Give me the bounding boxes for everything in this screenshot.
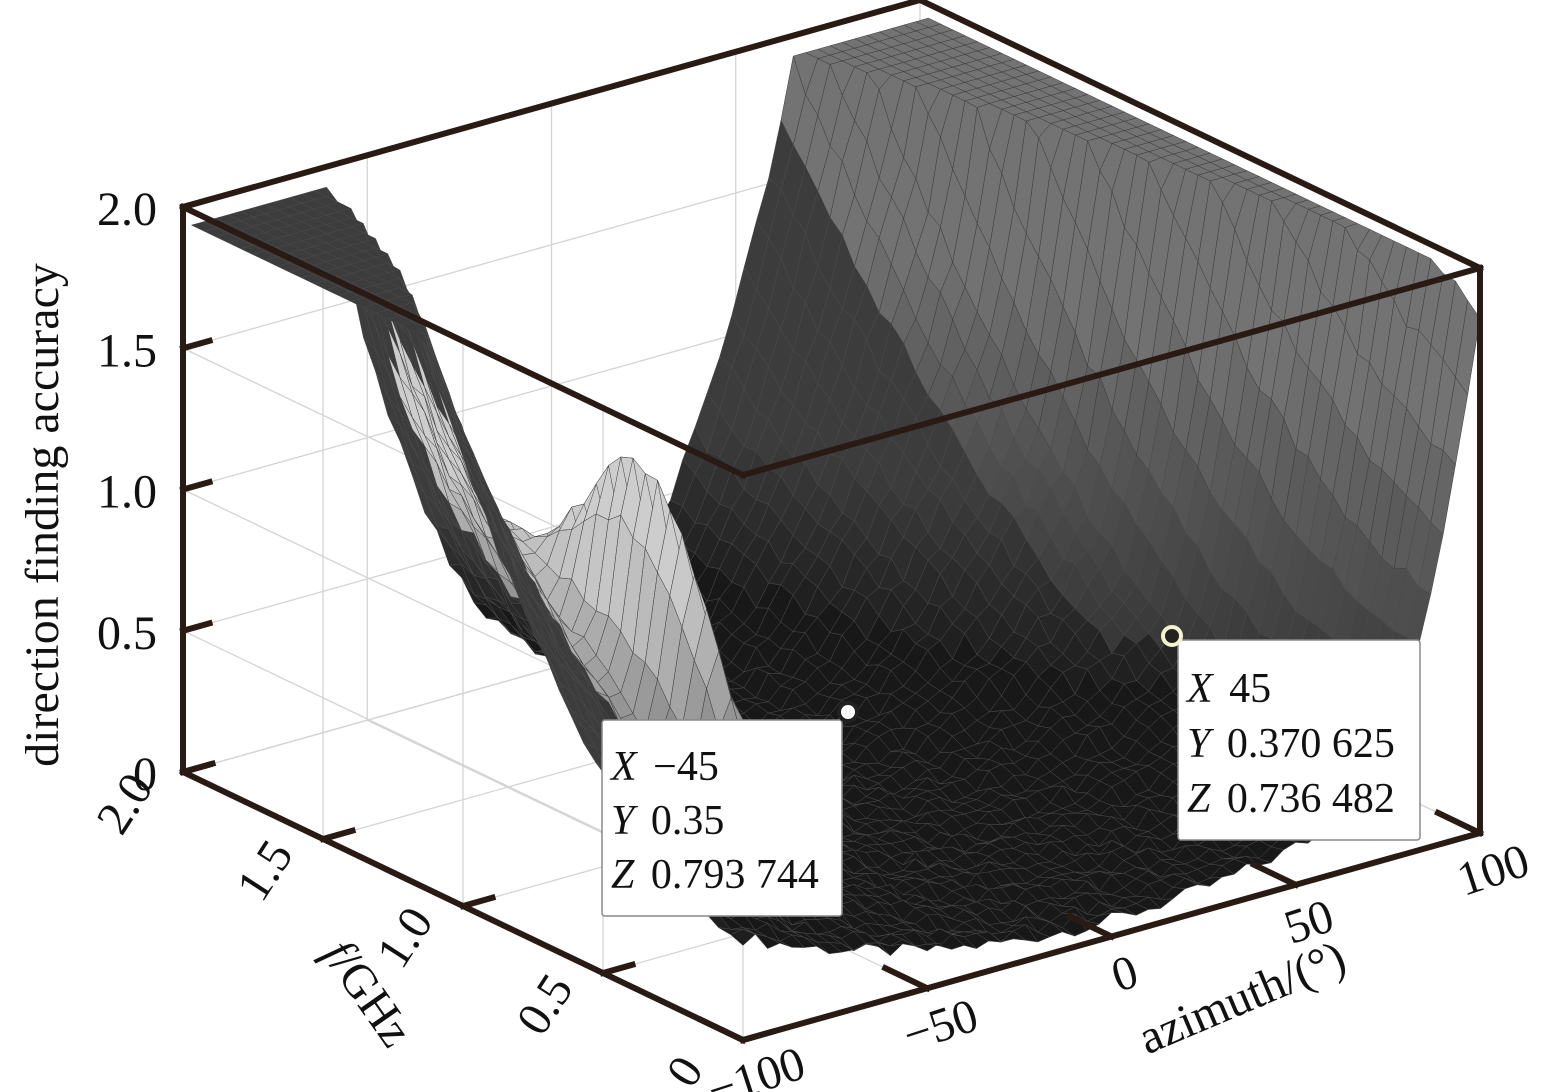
- datatip-2-y-label: Y: [1187, 721, 1215, 767]
- z-tick-3: [179, 337, 214, 352]
- x-tick-0: [696, 1015, 748, 1045]
- datatip-1-marker[interactable]: [837, 701, 859, 723]
- svg-text:Z 0.736 482: Z 0.736 482: [1187, 776, 1395, 822]
- x-tick-label-4: 100: [1451, 834, 1536, 907]
- datatip-2-y-value: 0.370 625: [1227, 721, 1395, 767]
- x-axis-title: azimuth/(°): [1131, 931, 1353, 1065]
- datatip-2-x-label: X: [1185, 666, 1215, 712]
- y-tick-label-3: 1.5: [226, 831, 303, 910]
- datatip-1-x-value: −45: [653, 744, 719, 790]
- datatip-1-y-label: Y: [611, 798, 639, 844]
- x-tick-4: [1433, 808, 1485, 838]
- x-tick-label-1: −50: [897, 989, 985, 1063]
- y-tick-2: [459, 894, 497, 910]
- y-tick-label-1: 0.5: [506, 965, 583, 1044]
- datatip-2-z-value: 0.736 482: [1227, 776, 1395, 822]
- y-tick-3: [319, 827, 357, 843]
- datatip-2[interactable]: X 45 Y 0.370 625 Z 0.736 482: [1161, 625, 1421, 841]
- y-tick-0: [739, 1028, 777, 1044]
- datatip-2-marker[interactable]: [1161, 625, 1183, 647]
- top-front-edge: [739, 264, 1484, 479]
- x-tick-2: [1065, 912, 1116, 941]
- datatip-1[interactable]: X −45 Y 0.35 Z 0.793 744: [601, 701, 859, 917]
- datatip-2-x-value: 45: [1229, 666, 1271, 712]
- z-tick-4: [179, 195, 214, 211]
- z-tick-label-0: 0: [133, 748, 157, 801]
- z-tick-label-3: 1.5: [97, 324, 157, 377]
- datatip-2-z-label: Z: [1187, 776, 1211, 822]
- x-tick-label-0: −100: [701, 1037, 812, 1092]
- z-axis-title: direction finding accuracy: [16, 263, 69, 767]
- datatip-1-z-label: Z: [611, 852, 635, 898]
- datatips: X −45 Y 0.35 Z 0.793 744 X 45 Y 0.370 62…: [601, 625, 1421, 917]
- svg-text:X −45: X −45: [609, 744, 719, 790]
- z-tick-label-2: 1.0: [97, 466, 157, 519]
- svg-text:Y 0.370 625: Y 0.370 625: [1187, 721, 1395, 767]
- svg-text:Y 0.35: Y 0.35: [611, 798, 724, 844]
- x-tick-1: [881, 964, 932, 993]
- tick-marks: [179, 195, 1485, 1045]
- z-tick-0: [179, 760, 214, 776]
- z-tick-1: [179, 619, 214, 635]
- z-tick-label-1: 0.5: [97, 607, 157, 660]
- datatip-1-x-label: X: [609, 744, 639, 790]
- svg-text:X 45: X 45: [1185, 666, 1271, 712]
- top-right-edge: [915, 0, 1485, 273]
- top-left-edge: [178, 202, 748, 480]
- svg-text:Z 0.793 744: Z 0.793 744: [611, 852, 819, 898]
- x-tick-label-2: 0: [1105, 945, 1144, 1003]
- datatip-1-y-value: 0.35: [651, 798, 725, 844]
- surface-cell-2699: [1455, 300, 1481, 396]
- z-tick-label-4: 2.0: [97, 183, 157, 236]
- x-tick-3: [1249, 860, 1300, 889]
- z-tick-2: [179, 478, 214, 494]
- datatip-1-z-value: 0.793 744: [651, 852, 819, 898]
- y-tick-1: [599, 961, 637, 977]
- top-back-edge: [179, 0, 924, 211]
